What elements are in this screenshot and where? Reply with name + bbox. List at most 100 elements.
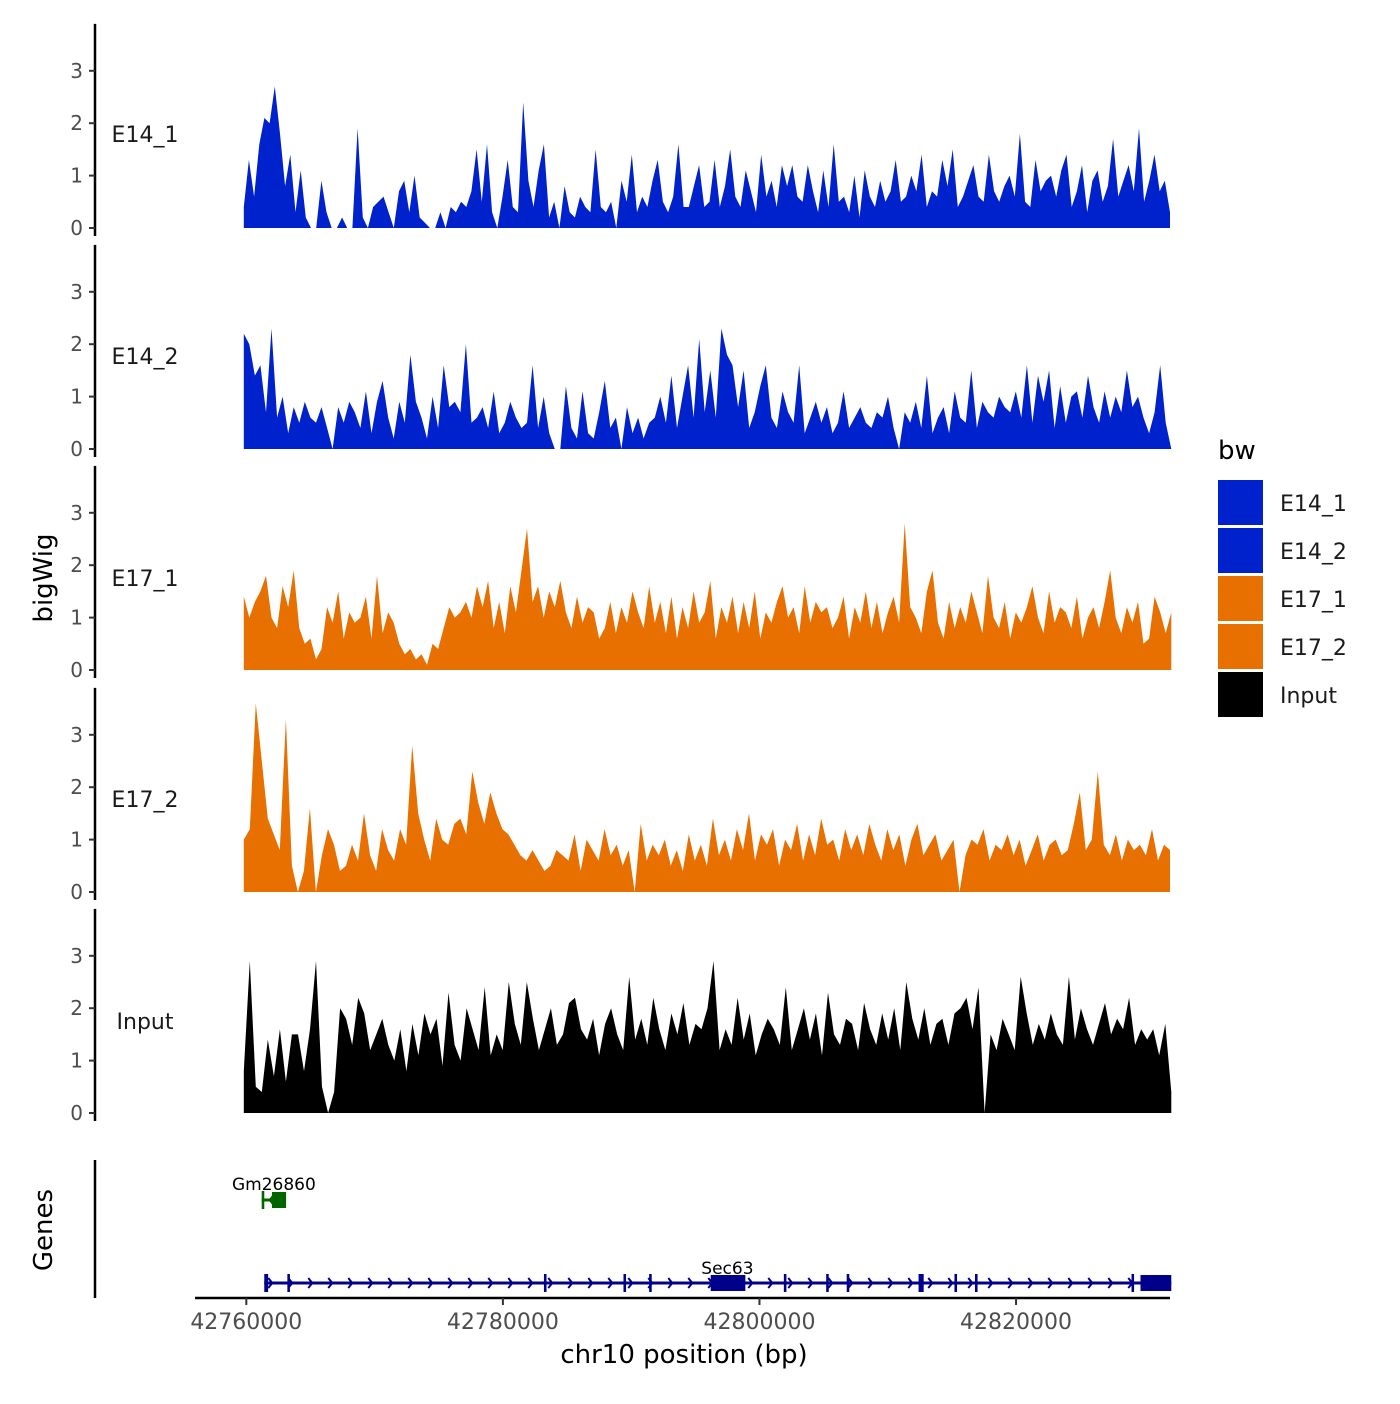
- coverage-area-E17_2: [243, 703, 1171, 892]
- y-tick-label: 0: [70, 216, 83, 240]
- legend-swatch: [1218, 624, 1263, 669]
- strand-arrow: [307, 1277, 314, 1289]
- y-tick-label: 1: [70, 828, 83, 852]
- legend-title: bw: [1218, 436, 1256, 466]
- y-tick-label: 1: [70, 164, 83, 188]
- coverage-area-Input: [243, 961, 1172, 1113]
- y-tick-label: 0: [70, 880, 83, 904]
- x-tick-label: 42780000: [447, 1310, 559, 1335]
- track-label: E17_1: [112, 567, 179, 592]
- gene-label: Gm26860: [232, 1175, 316, 1195]
- strand-arrow: [987, 1277, 994, 1289]
- exon: [954, 1274, 958, 1292]
- strand-arrow: [367, 1277, 374, 1289]
- strand-arrow: [1007, 1277, 1014, 1289]
- coverage-area-E17_1: [243, 523, 1172, 670]
- strand-arrow: [747, 1277, 754, 1289]
- legend-label: E17_1: [1280, 588, 1347, 613]
- legend-swatch: [1218, 480, 1263, 525]
- strand-arrow: [447, 1277, 454, 1289]
- strand-arrow: [1087, 1277, 1094, 1289]
- exon: [264, 1274, 269, 1292]
- track-label: E14_1: [112, 123, 179, 148]
- legend-swatch: [1218, 576, 1263, 621]
- legend-label: E17_2: [1280, 636, 1347, 661]
- genes-axis-title: Genes: [29, 1189, 59, 1271]
- exon: [846, 1274, 850, 1292]
- y-tick-label: 1: [70, 385, 83, 409]
- legend-swatch: [1218, 672, 1263, 717]
- legend-swatch: [1218, 528, 1263, 573]
- exon: [543, 1274, 547, 1292]
- y-tick-label: 3: [70, 944, 83, 968]
- gene-Sec63: Sec63: [264, 1259, 1172, 1292]
- y-tick-label: 2: [70, 996, 83, 1020]
- strand-arrow: [1047, 1277, 1054, 1289]
- exon: [783, 1274, 787, 1292]
- track-E14_2: 0 1 2 3 E14_2: [70, 244, 1172, 461]
- strand-arrow: [587, 1277, 594, 1289]
- strand-arrow: [387, 1277, 394, 1289]
- exon: [1131, 1274, 1135, 1292]
- track-label: E17_2: [112, 788, 179, 813]
- strand-arrow: [847, 1277, 854, 1289]
- x-axis-title: chr10 position (bp): [560, 1340, 807, 1370]
- exon: [623, 1274, 627, 1292]
- y-tick-label: 0: [70, 437, 83, 461]
- track-label: Input: [117, 1010, 174, 1035]
- x-tick-label: 42800000: [703, 1310, 815, 1335]
- strand-arrow: [867, 1277, 874, 1289]
- exon: [826, 1274, 829, 1292]
- strand-arrow: [547, 1277, 554, 1289]
- strand-arrow: [407, 1277, 414, 1289]
- gene-Gm26860: Gm26860: [232, 1175, 316, 1209]
- gene-track: Gm26860 Sec63: [93, 1160, 1172, 1298]
- strand-arrow: [487, 1277, 494, 1289]
- y-tick-label: 2: [70, 553, 83, 577]
- strand-arrow: [887, 1277, 894, 1289]
- strand-arrow: [667, 1277, 674, 1289]
- track-E14_1: 0 1 2 3 E14_1: [70, 23, 1171, 240]
- strand-arrow: [687, 1277, 694, 1289]
- exon: [918, 1274, 924, 1292]
- strand-arrow: [827, 1277, 834, 1289]
- y-tick-label: 2: [70, 775, 83, 799]
- strand-arrow: [1027, 1277, 1034, 1289]
- legend-label: E14_2: [1280, 540, 1347, 565]
- exon: [710, 1275, 746, 1291]
- y-tick-label: 2: [70, 332, 83, 356]
- strand-arrow: [927, 1277, 934, 1289]
- strand-arrow: [627, 1277, 634, 1289]
- exon: [271, 1192, 287, 1208]
- track-label: E14_2: [112, 345, 179, 370]
- strand-arrow: [787, 1277, 794, 1289]
- coverage-tracks: 0 1 2 3 E14_1 0 1 2 3 E14_2 0 1 2 3 E17_1 0 1 2 3 E17_2 0 1 2 3…: [70, 23, 1172, 1125]
- exon: [1140, 1275, 1172, 1291]
- strand-arrow: [267, 1277, 274, 1289]
- x-axis: 42760000 42780000 42800000 42820000: [190, 1296, 1170, 1335]
- track-E17_2: 0 1 2 3 E17_2: [70, 687, 1171, 904]
- x-tick-label: 42760000: [190, 1310, 302, 1335]
- y-tick-label: 3: [70, 280, 83, 304]
- strand-arrow: [1067, 1277, 1074, 1289]
- coverage-area-E14_2: [243, 328, 1172, 449]
- strand-arrow: [607, 1277, 614, 1289]
- exon: [649, 1274, 652, 1292]
- y-tick-label: 3: [70, 59, 83, 83]
- strand-arrow: [567, 1277, 574, 1289]
- exon: [287, 1274, 290, 1292]
- strand-arrow: [427, 1277, 434, 1289]
- y-axis-title: bigWig: [29, 533, 59, 622]
- legend: bw E14_1 E14_2 E17_1 E17_2 Input: [1218, 436, 1347, 717]
- gene-label: Sec63: [701, 1259, 753, 1279]
- y-tick-label: 0: [70, 1101, 83, 1125]
- legend-label: E14_1: [1280, 492, 1347, 517]
- x-tick-label: 42820000: [960, 1310, 1072, 1335]
- strand-arrow: [947, 1277, 954, 1289]
- strand-arrow: [467, 1277, 474, 1289]
- y-tick-label: 0: [70, 658, 83, 682]
- coverage-area-E14_1: [243, 86, 1171, 228]
- strand-arrow: [807, 1277, 814, 1289]
